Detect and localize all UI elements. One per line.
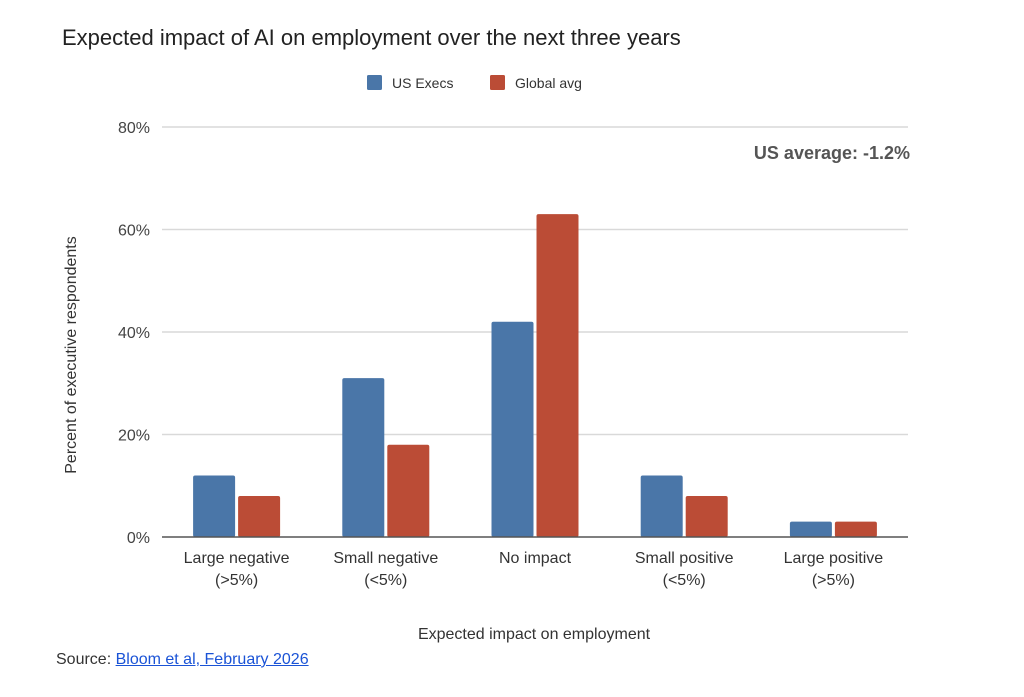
source-link[interactable]: Bloom et al, February 2026 xyxy=(115,651,309,668)
x-category-label-line: (<5%) xyxy=(663,572,706,589)
x-category-label: Large negative (>5%) xyxy=(184,550,290,589)
x-category-label-line: Large negative xyxy=(184,550,290,567)
bar-us-execs-2 xyxy=(491,321,534,537)
bar-global-avg-0 xyxy=(238,496,281,537)
x-category-label-line: Small negative xyxy=(333,550,438,567)
gridlines xyxy=(162,126,908,436)
legend-swatch xyxy=(490,75,505,90)
y-tick-label: 80% xyxy=(118,120,150,137)
bar-global-avg-2 xyxy=(536,214,579,537)
x-category-label-line: (<5%) xyxy=(364,572,407,589)
us-average-annotation: US average: -1.2% xyxy=(754,143,910,163)
source-prefix: Source: xyxy=(56,651,116,668)
x-axis-title: Expected impact on employment xyxy=(418,626,651,643)
x-category-label: Small negative (<5%) xyxy=(333,550,438,589)
x-category-label: No impact xyxy=(499,550,572,567)
x-category-label-line: Small positive xyxy=(635,550,734,567)
y-tick-label: 0% xyxy=(127,530,150,547)
x-axis-categories: Large negative (>5%) Small negative (<5%) No… xyxy=(184,550,884,589)
x-category-label: Small positive (<5%) xyxy=(635,550,734,589)
y-axis-ticks: 0% 20% 40% 60% 80% xyxy=(118,120,150,547)
bar-global-avg-4 xyxy=(834,521,877,537)
legend-swatch xyxy=(367,75,382,90)
y-axis-title: Percent of executive respondents xyxy=(63,236,80,473)
bar-global-avg-3 xyxy=(685,496,728,537)
bar-us-execs-3 xyxy=(640,475,683,537)
legend-label: US Execs xyxy=(392,75,453,91)
x-category-label: Large positive (>5%) xyxy=(784,550,884,589)
y-tick-label: 60% xyxy=(118,223,150,240)
source-note: Source: Bloom et al, February 2026 xyxy=(56,651,309,669)
y-tick-label: 40% xyxy=(118,325,150,342)
bar-us-execs-0 xyxy=(193,475,236,537)
x-category-label-line: (>5%) xyxy=(812,572,855,589)
legend-label: Global avg xyxy=(515,75,582,91)
bar-us-execs-1 xyxy=(342,378,385,537)
x-category-label-line: (>5%) xyxy=(215,572,258,589)
x-category-label-line: No impact xyxy=(499,550,572,567)
legend: US Execs Global avg xyxy=(367,75,582,91)
chart-title: Expected impact of AI on employment over… xyxy=(62,25,681,50)
bar-us-execs-4 xyxy=(789,521,832,537)
y-tick-label: 20% xyxy=(118,428,150,445)
bar-global-avg-1 xyxy=(387,444,430,537)
bars xyxy=(193,214,877,537)
x-category-label-line: Large positive xyxy=(784,550,884,567)
